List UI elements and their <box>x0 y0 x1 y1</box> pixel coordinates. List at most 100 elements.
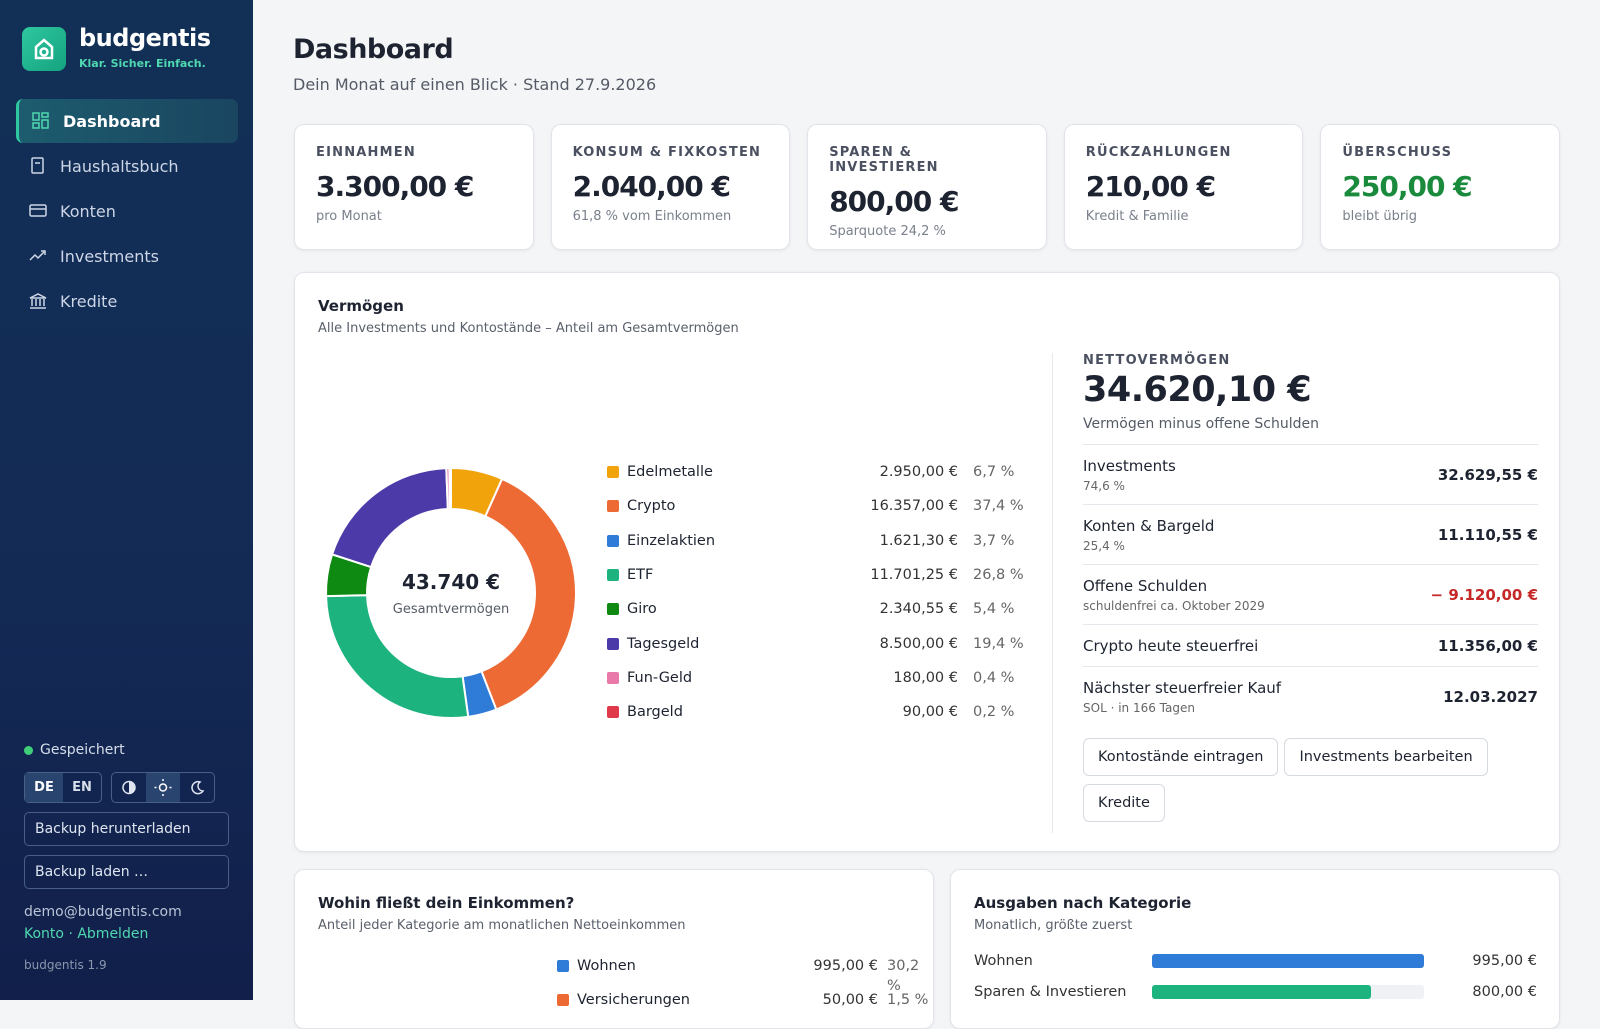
kpi-value: 2.040,00 € <box>572 170 731 203</box>
net-row: Offene Schulden schuldenfrei ca. Oktober … <box>1083 564 1538 624</box>
legend-name: Einzelaktien <box>627 532 716 549</box>
nav-icon <box>29 250 46 261</box>
legend-amount: 995,00 € <box>813 958 878 974</box>
legend-share: 30,2 % <box>887 958 920 994</box>
theme-dark[interactable] <box>180 773 214 802</box>
action-button[interactable]: Investments bearbeiten <box>1284 738 1488 776</box>
legend-swatch <box>607 568 619 581</box>
legend-name: Edelmetalle <box>627 464 713 480</box>
income-card: Wohin fließt dein Einkommen? Anteil jeder… <box>294 869 934 1029</box>
legend-swatch <box>607 603 619 616</box>
nav-label: Konten <box>60 201 116 221</box>
net-label: NETTOVERMÖGEN <box>1083 353 1231 368</box>
net-row-left: Konten & Bargeld 25,4 % <box>1083 517 1214 553</box>
expenses-card: Ausgaben nach Kategorie Monatlich, größte… <box>950 869 1560 1029</box>
action-button[interactable]: Kontostände eintragen <box>1083 738 1279 776</box>
lang-button[interactable]: EN <box>72 780 92 795</box>
account-links: Konto · Abmelden <box>24 926 148 942</box>
nav-label: Kredite <box>60 291 118 311</box>
net-row-note: 25,4 % <box>1083 538 1125 553</box>
donut-chart: 43.740 € Gesamtvermögen <box>325 466 577 719</box>
legend-amount: 11.701,25 € <box>870 566 958 583</box>
bar-label: Sparen & Investieren <box>974 984 1127 1000</box>
kpi-label: ÜBERSCHUSS <box>1342 145 1453 160</box>
bar-label: Wohnen <box>974 953 1033 969</box>
net-row-note: schuldenfrei ca. Oktober 2029 <box>1083 598 1265 613</box>
net-row-left: Investments 74,6 % <box>1083 457 1176 493</box>
brand: budgentis <box>79 24 211 52</box>
legend-share: 5,4 % <box>973 601 1015 618</box>
lang-button[interactable]: DE <box>25 773 63 802</box>
net-row-value: 12.03.2027 <box>1443 687 1538 706</box>
legend-amount: 8.500,00 € <box>879 635 958 652</box>
net-row-label: Offene Schulden <box>1083 576 1208 595</box>
donut-total-label: Gesamtvermögen <box>393 602 510 617</box>
nav-icon <box>29 293 47 309</box>
bar-value: 800,00 € <box>1472 984 1537 1000</box>
nav-item[interactable]: Kredite <box>16 279 238 323</box>
legend-name: Fun-Geld <box>627 669 693 686</box>
net-panel: NETTOVERMÖGEN 34.620,10 € Vermögen minus… <box>1083 353 1538 830</box>
legend-share: 6,7 % <box>973 464 1015 480</box>
legend-amount: 1.621,30 € <box>879 532 958 549</box>
net-row-label: Investments <box>1083 456 1176 475</box>
net-row-note: SOL · in 166 Tagen <box>1083 700 1195 715</box>
legend-swatch <box>607 500 619 513</box>
card-header: Wohin fließt dein Einkommen? Anteil jeder… <box>318 894 686 933</box>
theme-light[interactable] <box>146 773 180 802</box>
net-row: Investments 74,6 % 32.629,55 € <box>1083 444 1538 504</box>
net-row-note: 74,6 % <box>1083 478 1125 493</box>
kpi-note: Kredit & Familie <box>1085 209 1189 224</box>
kpi-note: 61,8 % vom Einkommen <box>572 209 732 224</box>
net-row-left: Nächster steuerfreier Kauf SOL · in 166 T… <box>1083 679 1281 715</box>
nav-icon <box>32 112 49 129</box>
theme-auto[interactable] <box>112 773 146 802</box>
status-dot <box>24 746 33 755</box>
divider <box>1052 353 1053 833</box>
legend-share: 0,4 % <box>973 669 1015 686</box>
kpi-card: SPAREN & INVESTIEREN 800,00 € Sparquote 24… <box>807 124 1047 250</box>
nav-item[interactable]: Investments <box>16 234 238 278</box>
kpi-note: Sparquote 24,2 % <box>829 224 946 239</box>
card-subtitle: Anteil jeder Kategorie am monatlichen Ne… <box>318 918 686 933</box>
card-title: Ausgaben nach Kategorie <box>974 894 1192 912</box>
kpi-value: 210,00 € <box>1085 170 1216 203</box>
sidebar: budgentis Klar. Sicher. Einfach. Gespeic… <box>0 0 253 1000</box>
legend-share: 3,7 % <box>973 532 1015 549</box>
page-title: Dashboard <box>293 34 454 65</box>
legend-share: 19,4 % <box>973 635 1024 652</box>
nav-label: Dashboard <box>63 111 161 131</box>
tagline: Klar. Sicher. Einfach. <box>79 57 206 70</box>
kpi-label: SPAREN & INVESTIEREN <box>829 145 939 175</box>
net-row-label: Crypto heute steuerfrei <box>1083 636 1259 655</box>
nav-item[interactable]: Haushaltsbuch <box>16 144 238 188</box>
legend-name: Bargeld <box>627 704 683 721</box>
kpi-value: 800,00 € <box>829 185 959 218</box>
action-button[interactable]: Kredite <box>1083 784 1165 822</box>
donut-slice <box>448 466 452 511</box>
link[interactable]: Konto <box>24 926 64 942</box>
bar <box>1152 954 1424 968</box>
nav-item[interactable]: Konten <box>16 189 238 233</box>
net-row: Crypto heute steuerfrei 11.356,00 € <box>1083 624 1538 666</box>
kpi-row: EINNAHMEN 3.300,00 € pro Monat KONSUM & FIX… <box>294 124 1560 250</box>
legend-amount: 180,00 € <box>893 669 958 686</box>
donut-slice <box>480 477 577 711</box>
language-switch: DE EN <box>24 772 102 803</box>
kpi-label: EINNAHMEN <box>316 145 416 160</box>
nav-icon <box>29 204 47 217</box>
nav-label: Investments <box>60 246 159 266</box>
nav-item[interactable]: Dashboard <box>16 99 238 143</box>
legend-share: 37,4 % <box>973 498 1024 515</box>
kpi-card: ÜBERSCHUSS 250,00 € bleibt übrig <box>1320 124 1560 250</box>
legend-swatch <box>557 994 569 1007</box>
legend-name: Crypto <box>627 498 676 515</box>
backup-load[interactable]: Backup laden … <box>24 855 229 889</box>
wealth-card: Vermögen Alle Investments und Kontostände… <box>294 272 1560 852</box>
link[interactable]: Abmelden <box>77 926 149 942</box>
legend-swatch <box>607 671 619 684</box>
net-row-value: 11.110,55 € <box>1437 525 1538 544</box>
version: budgentis 1.9 <box>24 958 107 972</box>
legend-name: Versicherungen <box>577 992 690 1009</box>
backup-download[interactable]: Backup herunterladen <box>24 812 229 846</box>
